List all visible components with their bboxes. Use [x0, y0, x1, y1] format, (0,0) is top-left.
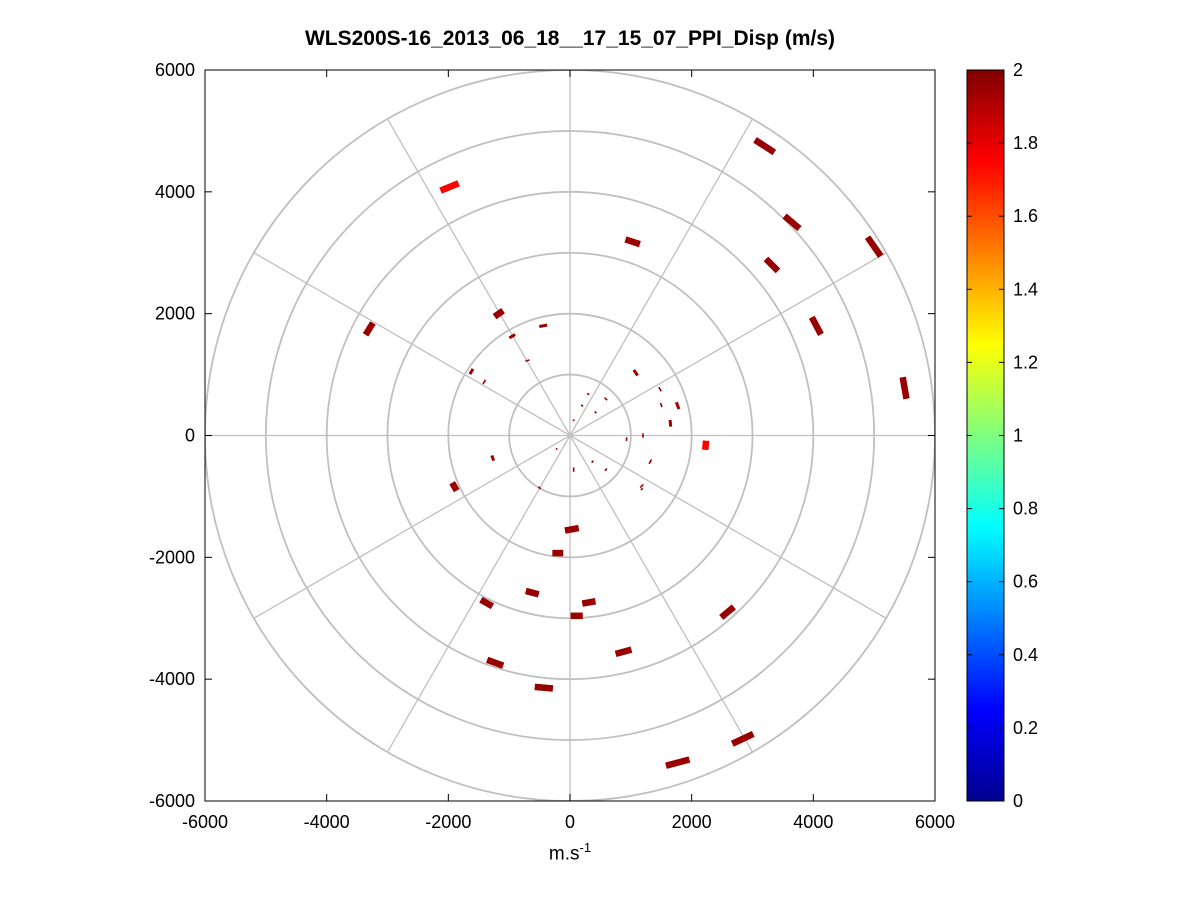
x-tick-label: -2000	[425, 812, 471, 832]
data-point	[605, 398, 608, 401]
y-tick-label: 2000	[155, 304, 195, 324]
data-point	[616, 650, 632, 654]
data-point	[721, 607, 734, 618]
data-point	[640, 485, 643, 488]
data-point	[565, 528, 579, 530]
data-point	[535, 687, 553, 689]
x-tick-label: -4000	[304, 812, 350, 832]
data-point	[659, 387, 661, 391]
data-point	[903, 377, 907, 399]
data-point	[641, 488, 643, 490]
data-point	[812, 317, 821, 334]
data-point	[732, 734, 753, 744]
data-point	[452, 483, 457, 491]
data-point	[705, 441, 706, 450]
data-point	[755, 140, 774, 153]
x-axis-label: m.s-1	[500, 840, 640, 865]
x-tick-label: -6000	[182, 812, 228, 832]
colorbar-tick-label: 1.4	[1013, 279, 1038, 299]
data-point	[492, 455, 494, 460]
polar-grid	[205, 70, 935, 801]
colorbar-tick-label: 0.6	[1013, 572, 1038, 592]
colorbar-tick-label: 1.6	[1013, 206, 1038, 226]
data-marks	[366, 140, 907, 766]
data-point	[483, 380, 485, 384]
colorbar-tick-label: 1.8	[1013, 133, 1038, 153]
colorbar-tick-label: 1.2	[1013, 352, 1038, 372]
data-point	[766, 259, 778, 271]
data-point	[539, 325, 547, 326]
x-tick-label: 2000	[672, 812, 712, 832]
data-point	[582, 601, 595, 603]
data-point	[605, 469, 607, 471]
chart-title: WLS200S-16_2013_06_18__17_15_07_PPI_Disp…	[150, 27, 990, 51]
y-tick-label: -2000	[149, 547, 195, 567]
y-tick-label: -6000	[149, 791, 195, 811]
y-tick-label: 4000	[155, 182, 195, 202]
colorbar	[967, 70, 1004, 801]
data-point	[509, 335, 515, 338]
y-tick-label: 0	[185, 426, 195, 446]
x-tick-label: 4000	[793, 812, 833, 832]
colorbar-tick-label: 1	[1013, 426, 1023, 446]
data-point	[470, 369, 473, 374]
data-point	[676, 402, 678, 409]
data-point	[581, 405, 583, 406]
colorbar-tick-label: 0.2	[1013, 718, 1038, 738]
data-point	[556, 448, 557, 449]
colorbar-tick-label: 2	[1013, 60, 1023, 80]
data-point	[441, 183, 459, 190]
data-point	[366, 323, 373, 335]
x-axis-label-superscript: -1	[580, 840, 592, 855]
x-axis-label-base: m.s	[549, 843, 580, 864]
x-tick-label: 0	[565, 812, 575, 832]
data-point	[595, 411, 597, 413]
data-point	[649, 460, 651, 464]
y-tick-label: 6000	[155, 60, 195, 80]
data-point	[625, 239, 639, 244]
data-point	[495, 311, 503, 317]
x-tick-label: 6000	[915, 812, 955, 832]
y-tick-label: -4000	[149, 669, 195, 689]
data-point	[526, 591, 539, 594]
data-point	[592, 461, 594, 463]
data-point	[634, 370, 638, 375]
colorbar-gradient	[967, 70, 1004, 801]
colorbar-tick-label: 0	[1013, 791, 1023, 811]
data-point	[666, 759, 690, 765]
colorbar-tick-label: 0.4	[1013, 645, 1038, 665]
data-point	[670, 420, 671, 427]
colorbar-tick-label: 0.8	[1013, 499, 1038, 519]
data-point	[587, 394, 589, 395]
data-point	[661, 403, 662, 407]
